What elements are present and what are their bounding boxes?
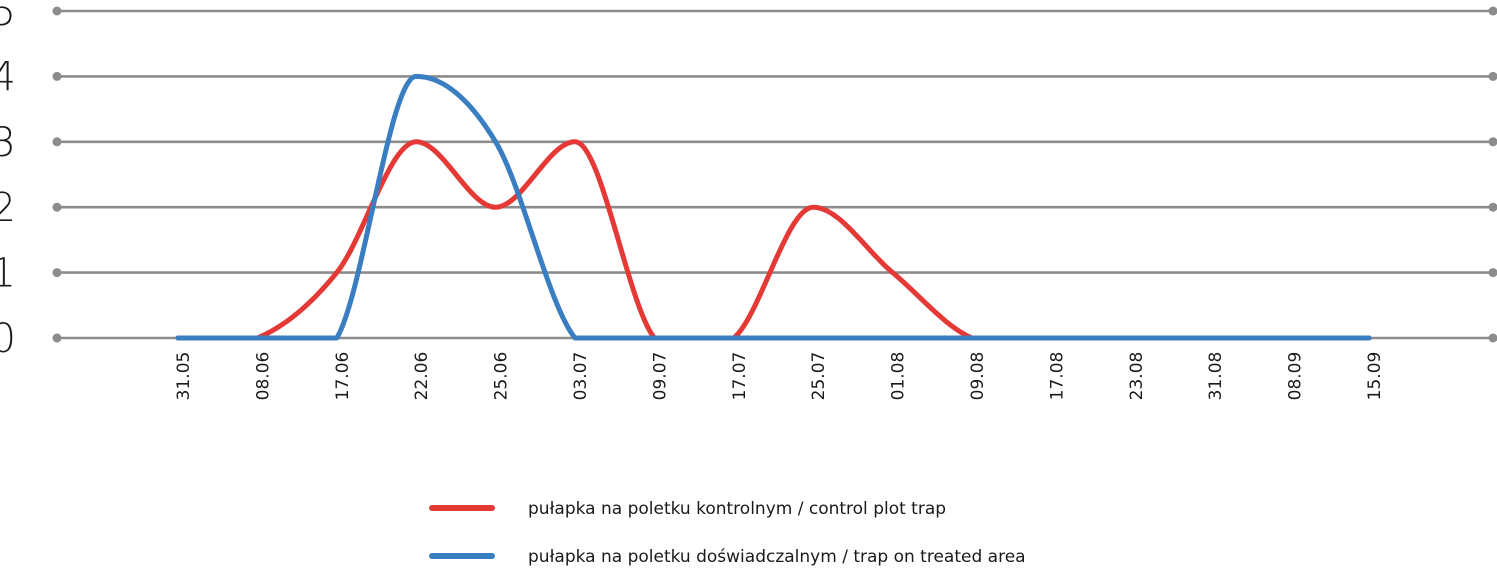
gridline-end-dot [1488,6,1497,16]
legend: pułapka na poletku kontrolnym / control … [429,499,1026,567]
y-tick-label: 1 [0,251,16,297]
gridlines [52,6,1497,343]
gridline-end-dot [1488,71,1497,81]
y-tick-label: 4 [0,54,16,100]
gridline-start-dot [52,202,62,212]
legend-label: pułapka na poletku kontrolnym / control … [528,499,946,519]
x-tick-label: 22.06 [412,352,432,401]
series-lines [175,73,1372,341]
x-axis-ticks: 31.05 08.06 17.06 22.06 25.06 03.07 09.07 17.07… [174,352,1385,401]
gridline-end-dot [1488,268,1497,278]
x-tick-label: 09.07 [650,352,670,401]
gridline-start-dot [52,333,62,343]
x-tick-label: 17.07 [730,352,750,401]
series-line-1 [175,139,1372,341]
y-tick-label: 2 [0,185,16,231]
x-tick-label: 01.08 [889,352,909,401]
gridline-start-dot [52,6,62,16]
x-tick-label: 03.07 [571,352,591,401]
x-tick-label: 25.07 [809,352,829,401]
gridline-start-dot [52,268,62,278]
x-tick-label: 09.08 [968,352,988,401]
y-tick-label: 3 [0,120,16,166]
y-tick-label: 0 [0,316,16,362]
gridline-end-dot [1488,202,1497,212]
y-tick-label: 5 [0,0,16,35]
gridline-start-dot [52,71,62,81]
x-tick-label: 17.06 [333,352,353,401]
legend-label: pułapka na poletku doświadczalnym / trap… [528,547,1026,567]
gridline-end-dot [1488,137,1497,147]
gridline-end-dot [1488,333,1497,343]
x-tick-label: 17.08 [1047,352,1067,401]
y-axis-ticks: 0 1 2 3 4 5 [0,0,16,362]
x-tick-label: 08.09 [1286,352,1306,401]
gridline-start-dot [52,137,62,147]
x-tick-label: 31.08 [1206,352,1226,401]
x-tick-label: 15.09 [1365,352,1385,401]
series-line-2 [175,73,1372,341]
x-tick-label: 31.05 [174,352,194,401]
x-tick-label: 25.06 [492,352,512,401]
x-tick-label: 23.08 [1127,352,1147,401]
x-tick-label: 08.06 [253,352,273,401]
